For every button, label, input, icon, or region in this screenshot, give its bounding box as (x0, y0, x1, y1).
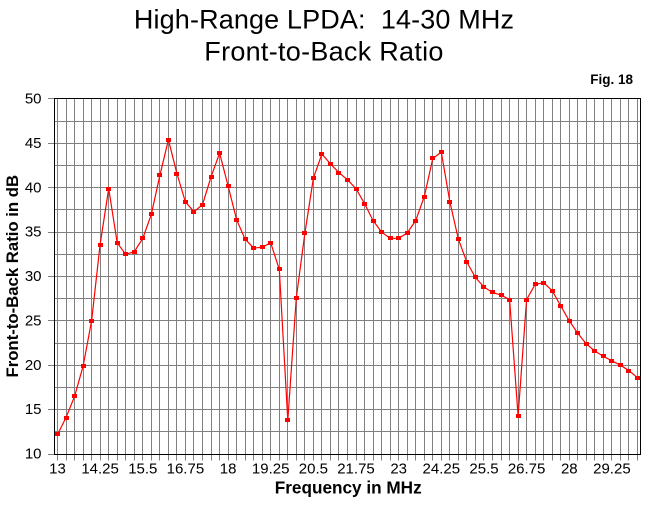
svg-text:18: 18 (220, 460, 237, 477)
svg-text:28: 28 (561, 460, 578, 477)
svg-text:26.75: 26.75 (508, 460, 546, 477)
svg-text:10: 10 (25, 446, 42, 463)
svg-text:25: 25 (25, 313, 42, 330)
svg-text:35: 35 (25, 224, 42, 241)
svg-text:29.25: 29.25 (593, 460, 631, 477)
svg-text:15: 15 (25, 401, 42, 418)
svg-text:30: 30 (25, 268, 42, 285)
svg-text:50: 50 (25, 91, 42, 108)
svg-text:21.75: 21.75 (337, 460, 375, 477)
svg-text:Front-to-Back Ratio in dB: Front-to-Back Ratio in dB (3, 175, 22, 378)
svg-text:25.5: 25.5 (469, 460, 498, 477)
svg-text:40: 40 (25, 179, 42, 196)
svg-text:Fig. 18: Fig. 18 (590, 72, 633, 87)
svg-text:13: 13 (49, 460, 66, 477)
svg-text:Frequency in MHz: Frequency in MHz (275, 477, 422, 497)
svg-text:20: 20 (25, 357, 42, 374)
svg-text:23: 23 (390, 460, 407, 477)
svg-text:45: 45 (25, 135, 42, 152)
svg-text:Front-to-Back Ratio: Front-to-Back Ratio (204, 37, 443, 67)
svg-text:14.25: 14.25 (81, 460, 119, 477)
svg-text:15.5: 15.5 (128, 460, 157, 477)
svg-text:24.25: 24.25 (423, 460, 461, 477)
svg-text:High-Range LPDA: 14-30 MHz: High-Range LPDA: 14-30 MHz (134, 5, 514, 35)
svg-text:16.75: 16.75 (167, 460, 205, 477)
svg-text:19.25: 19.25 (252, 460, 290, 477)
svg-text:20.5: 20.5 (299, 460, 328, 477)
